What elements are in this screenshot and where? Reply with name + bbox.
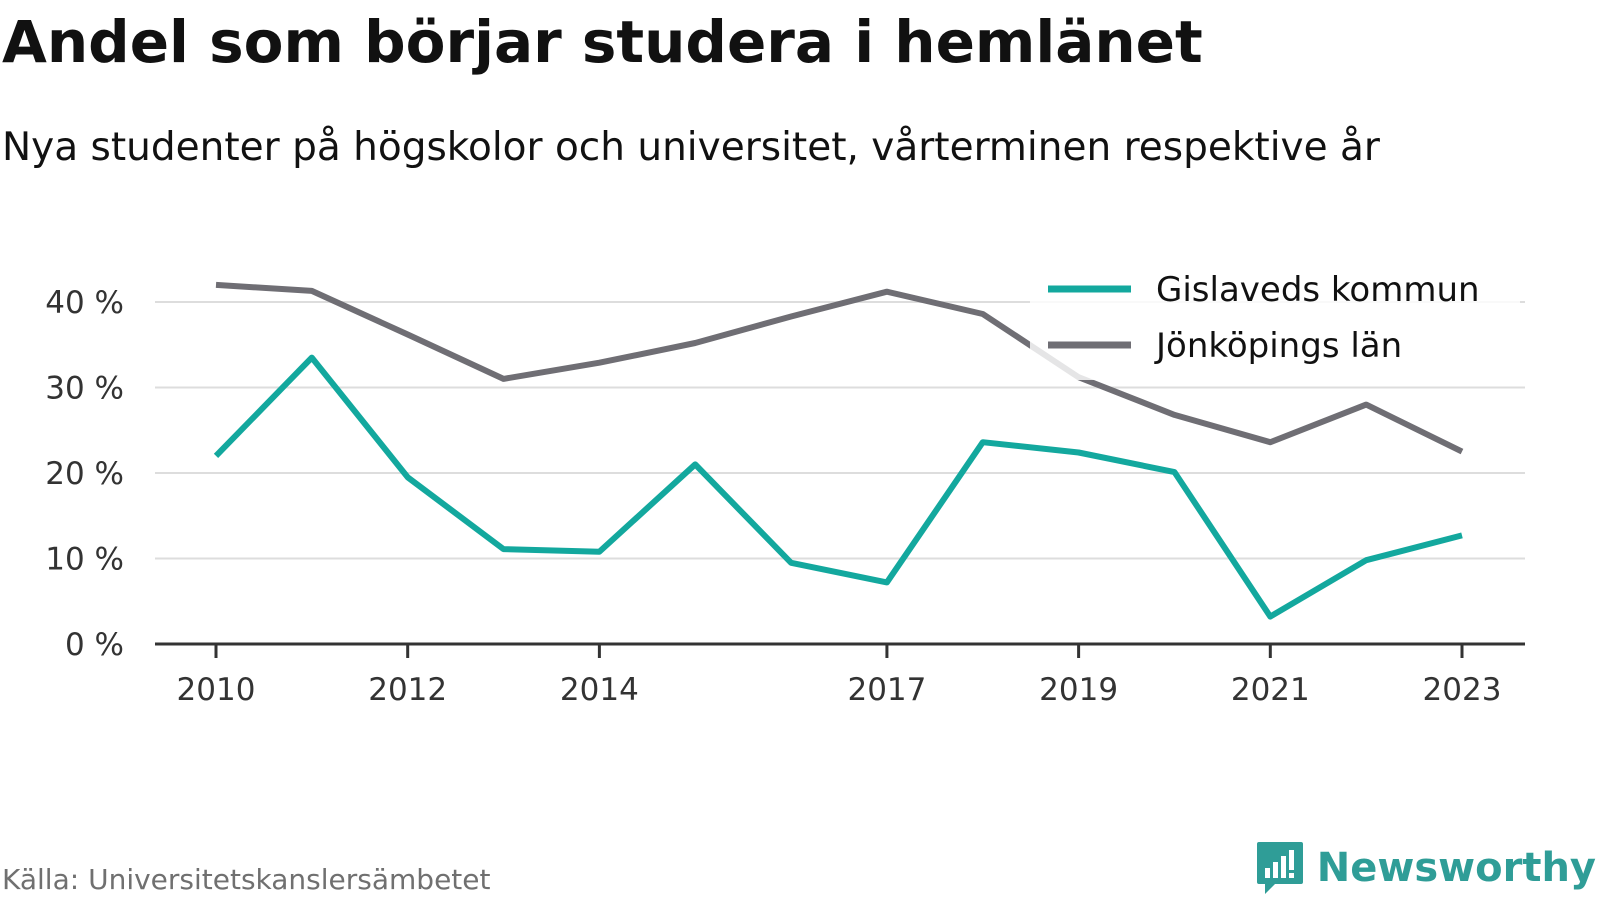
brand-name: Newsworthy [1316, 845, 1596, 891]
series-lines [213, 281, 1464, 620]
legend-label: Jönköpings län [1154, 326, 1402, 366]
x-tick-label: 2014 [560, 672, 639, 708]
legend: Gislaveds kommun Jönköpings län [1030, 262, 1520, 380]
line-chart: 0 % 10 % 20 % 30 % 40 % 2010 2012 2014 2017 2019… [45, 262, 1525, 708]
source-note: Källa: Universitetskanslersämbetet [2, 863, 491, 896]
series-line [213, 354, 1463, 620]
y-tick-label: 30 % [45, 371, 124, 407]
x-tick-label: 2012 [368, 672, 447, 708]
legend-background [1030, 262, 1520, 380]
chart-subtitle: Nya studenter på högskolor och universit… [2, 125, 1380, 170]
y-tick-label: 40 % [45, 285, 124, 321]
chart-title: Andel som börjar studera i hemlänet [2, 8, 1203, 76]
x-axis-ticks: 2010 2012 2014 2017 2019 2021 2023 [177, 644, 1502, 708]
x-tick-label: 2010 [177, 672, 256, 708]
brand-logo: Newsworthy [1255, 838, 1596, 898]
y-axis-tick-labels: 0 % 10 % 20 % 30 % 40 % [45, 285, 124, 663]
legend-label: Gislaveds kommun [1156, 270, 1480, 310]
x-tick-label: 2021 [1231, 672, 1310, 708]
x-tick-label: 2019 [1039, 672, 1118, 708]
x-tick-label: 2023 [1423, 672, 1502, 708]
series-line [215, 281, 1464, 455]
y-tick-label: 20 % [45, 456, 124, 492]
x-tick-label: 2017 [847, 672, 926, 708]
y-tick-label: 10 % [45, 542, 124, 578]
newsworthy-logo-icon [1256, 842, 1303, 894]
y-tick-label: 0 % [65, 627, 124, 663]
